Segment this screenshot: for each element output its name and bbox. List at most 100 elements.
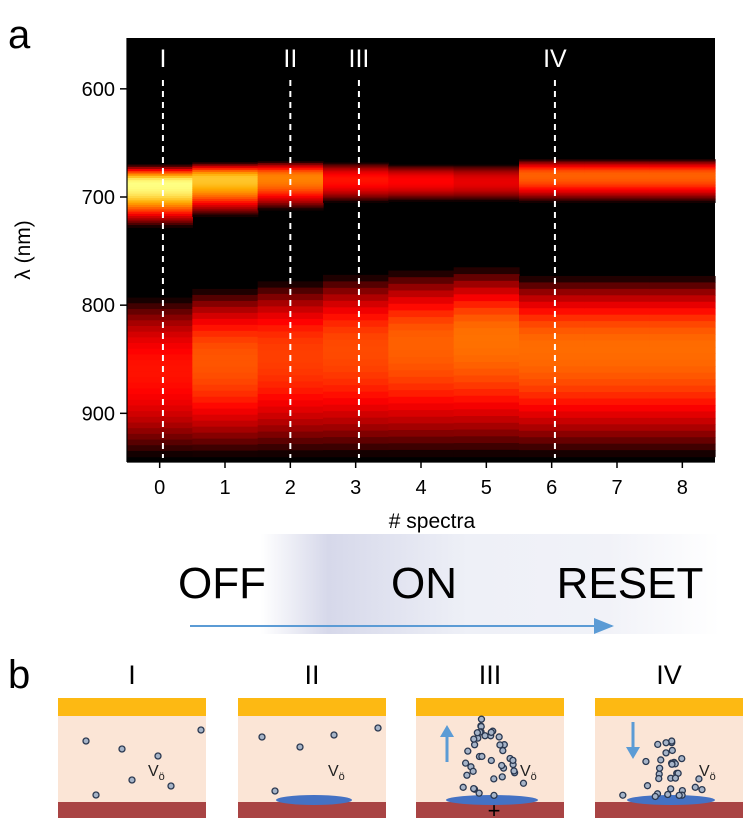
heat-cell — [127, 198, 193, 201]
oxygen-vacancy — [470, 784, 478, 793]
oxygen-vacancy — [662, 739, 670, 747]
heat-cell — [453, 443, 520, 451]
oxygen-vacancy — [128, 776, 136, 784]
heat-cell — [453, 169, 520, 172]
heat-cell — [584, 180, 651, 183]
heat-cell — [519, 200, 585, 204]
heat-cell — [127, 411, 193, 418]
heat-cell — [519, 186, 585, 190]
heat-cell — [323, 185, 389, 188]
heat-cell — [649, 443, 716, 451]
heat-cell — [519, 165, 585, 168]
heat-cell — [323, 365, 389, 373]
heat-cell — [388, 188, 455, 191]
heat-cell — [649, 188, 716, 191]
heat-cell — [453, 287, 520, 295]
heat-cell — [649, 411, 716, 419]
heat-cell — [323, 190, 389, 194]
heat-cell — [257, 406, 324, 414]
heat-cell — [192, 185, 259, 189]
heat-cell — [388, 189, 455, 192]
heat-cell — [257, 199, 324, 202]
heat-cell — [453, 307, 520, 316]
x-tick-label: 8 — [677, 477, 688, 499]
oxygen-vacancy — [487, 756, 495, 765]
heat-cell — [257, 166, 324, 169]
x-tick-label: 4 — [415, 477, 426, 499]
oxygen-vacancy — [197, 726, 205, 734]
heat-cell — [519, 366, 585, 374]
heat-cell — [323, 430, 389, 438]
heat-cell — [127, 182, 193, 186]
heat-cell — [649, 174, 716, 177]
state-band: OFF ON RESET — [160, 534, 720, 634]
filament — [276, 795, 352, 805]
heat-cell — [519, 173, 585, 176]
heat-cell — [453, 190, 520, 193]
heat-cell — [453, 267, 520, 275]
heat-cell — [127, 394, 193, 401]
heat-cell — [388, 443, 455, 451]
oxygen-vacancy — [463, 771, 471, 779]
heat-cell — [127, 209, 193, 213]
heat-cell — [453, 171, 520, 174]
heat-cell — [127, 184, 193, 188]
heat-cell — [192, 206, 259, 210]
top-electrode — [58, 698, 206, 716]
heat-cell — [323, 294, 389, 302]
heat-cell — [453, 193, 520, 196]
heat-cell — [584, 301, 651, 309]
heat-cell — [453, 178, 520, 181]
heat-cell — [127, 189, 193, 193]
heat-cell — [323, 192, 389, 195]
heat-cell — [453, 355, 520, 363]
heat-cell — [649, 334, 716, 342]
heat-cell — [519, 424, 585, 432]
heat-cell — [453, 375, 520, 383]
heat-cell — [519, 398, 585, 406]
heat-cell — [453, 197, 520, 200]
heat-cell — [584, 163, 651, 166]
oxygen-vacancy — [459, 783, 467, 791]
vacancy-label-sub: ö — [339, 771, 345, 783]
x-axis-title: # spectra — [389, 510, 476, 533]
heat-cell — [519, 169, 585, 173]
heat-cell — [257, 173, 324, 176]
oxygen-vacancy — [487, 728, 495, 737]
bottom-electrode — [58, 802, 206, 818]
heat-cell — [127, 195, 193, 199]
x-tick-label: 6 — [546, 477, 557, 499]
heat-cell — [388, 193, 455, 196]
heat-cell — [192, 202, 259, 206]
heat-cell — [388, 430, 455, 438]
heat-cell — [519, 443, 585, 451]
heat-cell — [127, 166, 193, 170]
state-reset: RESET — [557, 559, 704, 608]
heat-cell — [584, 359, 651, 367]
heat-cell — [519, 353, 585, 361]
heat-cell — [388, 180, 455, 183]
heat-cell — [192, 195, 259, 198]
heat-cell — [192, 164, 259, 167]
marker-label-III: III — [349, 45, 370, 73]
heat-cell — [649, 180, 716, 183]
heat-cell — [649, 199, 716, 202]
heat-cell — [388, 350, 455, 358]
heat-cell — [388, 186, 455, 189]
panel-a-label: a — [8, 13, 31, 57]
oxygen-vacancy — [654, 740, 662, 749]
heat-cell — [453, 436, 520, 444]
arrow-down-head-icon — [626, 747, 640, 759]
heat-cell — [323, 339, 389, 347]
heat-cell — [323, 176, 389, 179]
heat-cell — [649, 282, 716, 290]
heat-cell — [584, 321, 651, 329]
oxygen-vacancy — [481, 732, 489, 740]
oxygen-vacancy — [496, 741, 504, 749]
spectrum-column-0 — [127, 164, 193, 458]
heat-cell — [649, 168, 716, 171]
oxygen-vacancy — [470, 735, 478, 743]
heat-cell — [519, 282, 585, 290]
